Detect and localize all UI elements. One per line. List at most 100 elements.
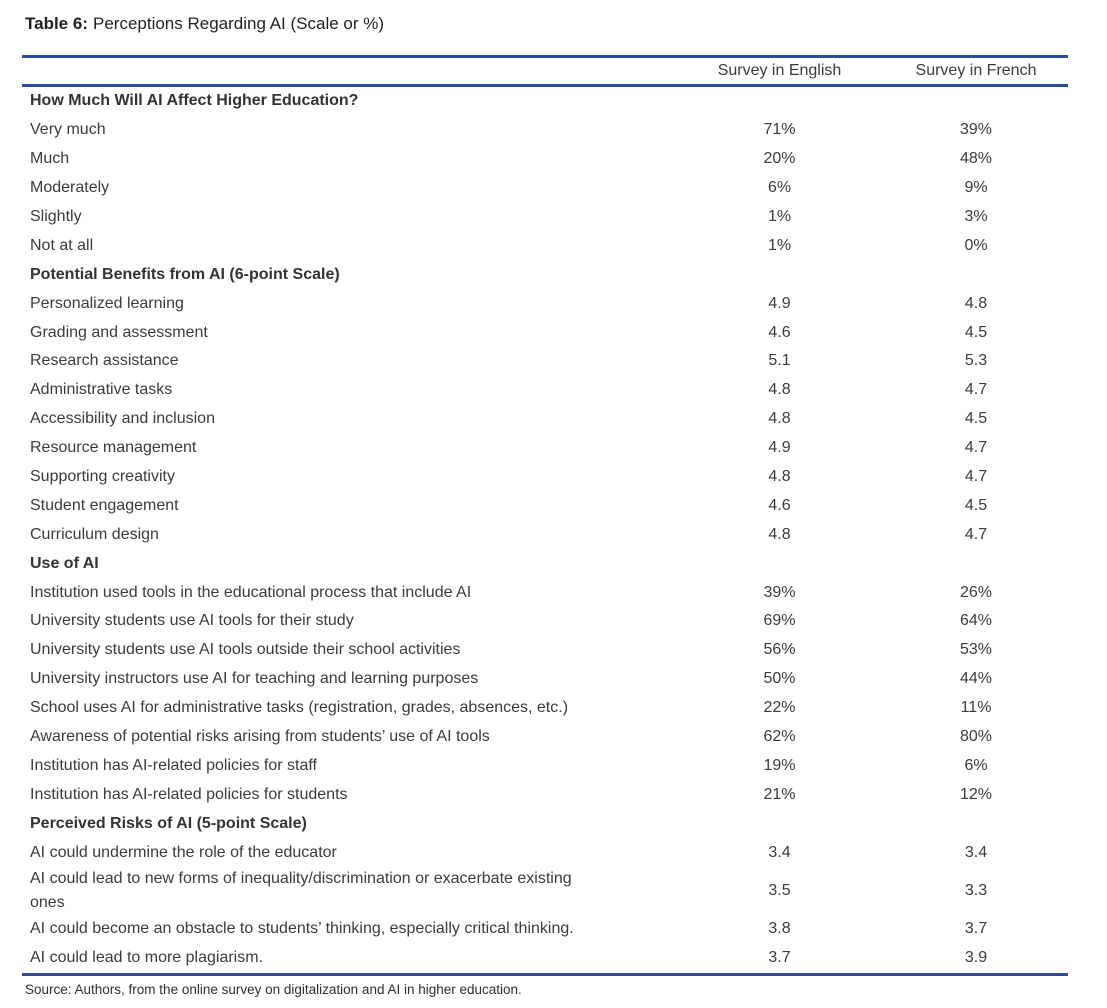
row-label-cell: Personalized learning: [22, 292, 675, 316]
section-header-row: Perceived Risks of AI (5-point Scale): [22, 809, 1068, 838]
table-row: Much 20% 48%: [22, 145, 1068, 174]
row-label-cell: Resource management: [22, 436, 675, 460]
value-english: 3.8: [768, 920, 791, 938]
table-row: University students use AI tools outside…: [22, 636, 1068, 665]
value-french: 0%: [964, 236, 988, 254]
value-french: 5.3: [964, 352, 988, 370]
value-english: 4.8: [768, 410, 791, 428]
row-label-cell: Grading and assessment: [22, 321, 675, 345]
table-row: Not at all 1% 0%: [22, 231, 1068, 260]
value-english: 4.8: [768, 381, 791, 399]
table-body: How Much Will AI Affect Higher Education…: [22, 87, 1068, 973]
table-row: AI could undermine the role of the educa…: [22, 838, 1068, 867]
row-label: University students use AI tools for the…: [30, 612, 354, 630]
value-french: 3%: [964, 208, 988, 225]
row-label-cell: AI could lead to more plagiarism.: [22, 946, 675, 970]
table-row: Institution has AI-related policies for …: [22, 751, 1068, 780]
row-label-cell: Slightly: [22, 205, 675, 229]
section-header: Use of AI: [30, 554, 99, 572]
value-english: 56%: [763, 641, 796, 659]
value-english: 4.8: [768, 468, 791, 486]
row-label-cell: Administrative tasks: [22, 378, 675, 402]
table-row: Slightly 1% 3%: [22, 203, 1068, 232]
row-label-cell: University instructors use AI for teachi…: [22, 667, 675, 691]
row-label-cell: Student engagement: [22, 494, 675, 518]
value-french: 9%: [964, 179, 988, 197]
value-french: 3.7: [964, 920, 988, 938]
value-english: 4.9: [768, 439, 791, 457]
value-french: 12%: [959, 785, 993, 803]
section-header-row: How Much Will AI Affect Higher Education…: [22, 87, 1068, 116]
value-english: 62%: [763, 728, 796, 746]
table-row: AI could lead to more plagiarism. 3.7 3.…: [22, 944, 1068, 973]
table-row: Personalized learning 4.9 4.8: [22, 289, 1068, 318]
value-french: 39%: [959, 121, 993, 139]
row-label: Curriculum design: [30, 525, 159, 543]
row-label: Accessibility and inclusion: [30, 410, 215, 428]
value-english: 1%: [767, 236, 792, 254]
table-row: Awareness of potential risks arising fro…: [22, 723, 1068, 752]
table-number-label: Table 6:: [25, 14, 88, 33]
row-label: Administrative tasks: [30, 381, 173, 399]
section-header-row: Use of AI: [22, 549, 1068, 578]
value-french: 3.4: [964, 843, 988, 861]
table-row: Curriculum design 4.8 4.7: [22, 520, 1068, 549]
value-french: 4.5: [964, 496, 988, 514]
value-french: 6%: [964, 756, 988, 774]
row-label-cell: Use of AI: [22, 552, 675, 576]
row-label: Much: [30, 150, 70, 168]
row-label: Not at all: [30, 236, 94, 254]
table-header-rule: [22, 84, 1068, 87]
section-header-row: Potential Benefits from AI (6-point Scal…: [22, 260, 1068, 289]
row-label: Research assistance: [30, 352, 179, 370]
value-french: 4.7: [964, 381, 988, 399]
table-row: AI could become an obstacle to students’…: [22, 915, 1068, 944]
value-english: 4.8: [768, 525, 791, 543]
value-french: 3.3: [964, 882, 988, 900]
value-english: 19%: [763, 756, 796, 774]
value-english: 39%: [763, 583, 796, 601]
table-row: Resource management 4.9 4.7: [22, 434, 1068, 463]
table-caption: Table 6: Perceptions Regarding AI (Scale …: [25, 13, 1068, 35]
value-english: 21%: [763, 785, 796, 803]
row-label: Personalized learning: [30, 294, 184, 312]
table-row: Accessibility and inclusion 4.8 4.5: [22, 405, 1068, 434]
row-label: Student engagement: [30, 496, 179, 514]
row-label: Grading and assessment: [30, 323, 208, 341]
row-label-cell: Institution has AI-related policies for …: [22, 783, 675, 807]
value-english: 1%: [767, 208, 792, 225]
table-row: Institution used tools in the educationa…: [22, 578, 1068, 607]
value-french: 4.8: [964, 294, 988, 312]
table-row: Research assistance 5.1 5.3: [22, 347, 1068, 376]
value-french: 48%: [959, 150, 993, 168]
row-label: Slightly: [30, 208, 82, 225]
row-label-cell: Very much: [22, 118, 675, 142]
row-label-cell: Moderately: [22, 176, 675, 200]
row-label-cell: Institution used tools in the educationa…: [22, 581, 675, 605]
row-label: University instructors use AI for teachi…: [30, 670, 479, 688]
row-label: University students use AI tools outside…: [30, 641, 461, 659]
value-french: 64%: [959, 612, 993, 630]
value-english: 20%: [763, 150, 796, 168]
value-english: 3.7: [768, 949, 791, 967]
value-english: 4.6: [768, 496, 791, 514]
table-row: School uses AI for administrative tasks …: [22, 694, 1068, 723]
row-label: School uses AI for administrative tasks …: [30, 699, 569, 717]
table-row: University instructors use AI for teachi…: [22, 665, 1068, 694]
value-english: 4.9: [768, 294, 791, 312]
row-label-cell: Accessibility and inclusion: [22, 407, 675, 431]
section-header: How Much Will AI Affect Higher Education…: [30, 92, 359, 110]
value-french: 4.7: [964, 525, 988, 543]
row-label: AI could lead to more plagiarism.: [30, 949, 263, 967]
value-english: 22%: [763, 699, 796, 717]
row-label: Supporting creativity: [30, 468, 175, 486]
row-label-cell: Much: [22, 147, 675, 171]
value-french: 80%: [959, 728, 993, 746]
row-label: Institution used tools in the educationa…: [30, 583, 472, 601]
table-header-row: Survey in English Survey in French: [22, 58, 1068, 84]
value-french: 11%: [960, 699, 992, 717]
column-header-french: Survey in French: [915, 62, 1037, 79]
row-label-cell: Not at all: [22, 234, 675, 258]
value-french: 26%: [959, 583, 993, 601]
value-french: 4.7: [964, 468, 988, 486]
